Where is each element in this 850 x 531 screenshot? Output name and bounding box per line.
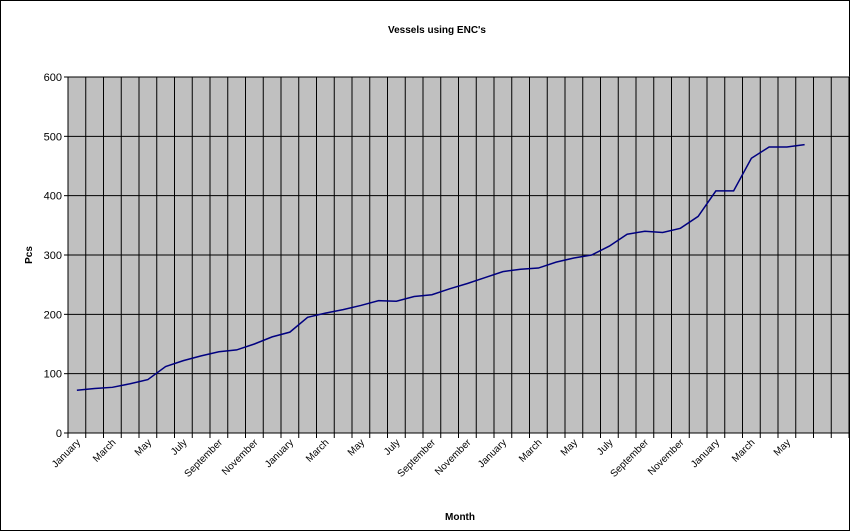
y-tick-label: 500 (44, 131, 62, 143)
y-tick-label: 200 (44, 309, 62, 321)
x-axis-title: Month (445, 512, 475, 523)
y-tick-label: 600 (44, 72, 62, 84)
y-tick-label: 400 (44, 191, 62, 203)
y-tick-label: 300 (44, 250, 62, 262)
y-axis-title: Pcs (24, 246, 35, 264)
y-tick-label: 100 (44, 369, 62, 381)
y-tick-label: 0 (56, 428, 62, 440)
series-line (76, 143, 805, 392)
chart-title: Vessels using ENC's (388, 25, 486, 36)
